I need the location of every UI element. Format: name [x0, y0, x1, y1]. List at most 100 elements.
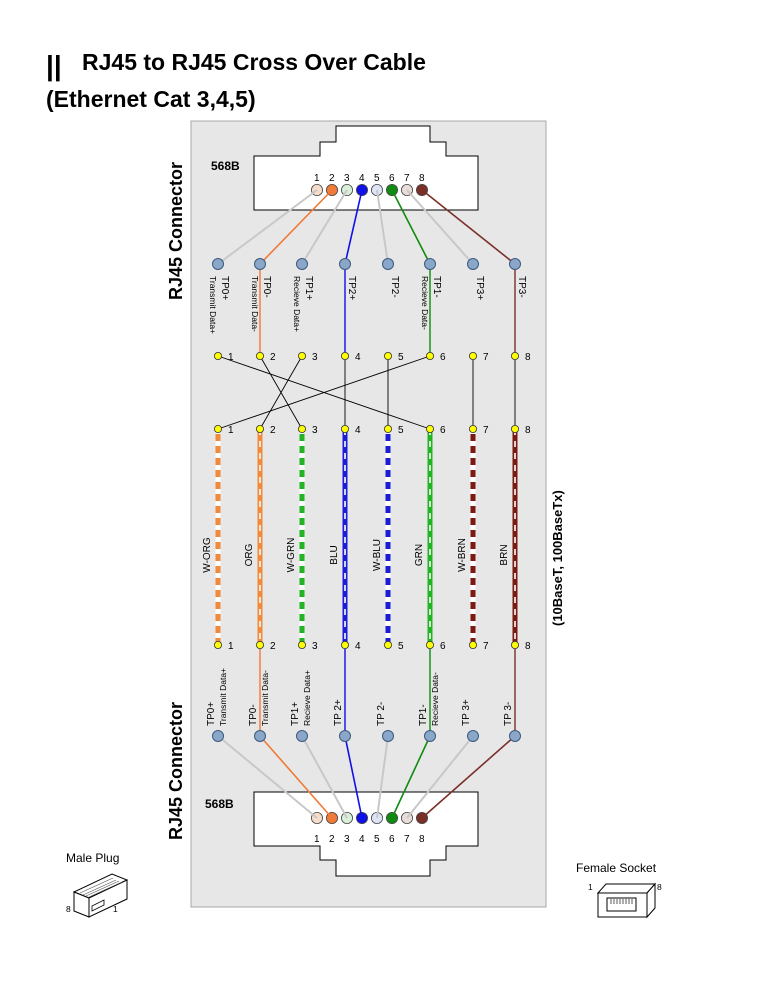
bottom-fan-wire: [406, 735, 474, 819]
pin-junction-dot: [213, 641, 222, 650]
connector-pin-number: 8: [419, 173, 425, 184]
bottom-signal-terminal: [382, 730, 394, 742]
pin-junction-dot: [468, 351, 477, 360]
top-signal-terminal: [382, 258, 394, 270]
page-title: RJ45 to RJ45 Cross Over Cable: [82, 49, 426, 75]
female-socket-icon: [596, 882, 657, 919]
pin-number: 7: [483, 425, 489, 436]
connector-pin-number: 5: [374, 173, 380, 184]
top-signal-name: TP3+: [474, 276, 485, 300]
page-subtitle: (Ethernet Cat 3,4,5): [46, 86, 256, 112]
pin-number: 4: [355, 425, 361, 436]
top-fan-wire: [421, 189, 516, 265]
bottom-signal-name: TP1+: [290, 702, 301, 726]
bottom-signal-name: TP 2-: [376, 702, 387, 726]
pin-number: 1: [228, 352, 234, 363]
male-plug-icon: [72, 873, 129, 918]
bottom-signal-terminal: [467, 730, 479, 742]
top-signal-terminal: [509, 258, 521, 270]
wire-color-label: BLU: [329, 545, 340, 564]
pin-junction-dot: [297, 351, 306, 360]
pin-junction-dot: [468, 641, 477, 650]
pin-number: 4: [355, 641, 361, 652]
title-icon: ||: [46, 50, 62, 81]
pin-number: 5: [398, 641, 404, 652]
pin-junction-dot: [340, 351, 349, 360]
top-fan-wire: [391, 189, 431, 265]
top-connector-label: RJ45 Connector: [166, 162, 186, 300]
pin-number: 6: [440, 352, 446, 363]
bottom-signal-terminal: [339, 730, 351, 742]
top-signal-name: TP0-: [261, 276, 272, 298]
pin-number: 8: [525, 425, 531, 436]
pin-number: 2: [270, 352, 276, 363]
bottom-signal-name: TP 3+: [461, 699, 472, 726]
connector-pin-number: 4: [359, 834, 365, 845]
female-socket-label: Female Socket: [576, 861, 657, 875]
pin-number: 8: [525, 352, 531, 363]
top-signal-name: TP1+: [303, 276, 314, 300]
pin-number: 5: [398, 425, 404, 436]
top-signal-description: Transmit Data+: [208, 276, 218, 334]
bottom-signal-name: TP0-: [248, 704, 259, 726]
top-connector-standard: 568B: [211, 159, 240, 173]
top-signal-terminal: [467, 258, 479, 270]
male-plug-label: Male Plug: [66, 851, 119, 865]
pin-junction-dot: [510, 641, 519, 650]
connector-pin-number: 5: [374, 834, 380, 845]
connector-pin-number: 6: [389, 173, 395, 184]
bottom-signal-terminal: [254, 730, 266, 742]
top-signal-terminal: [254, 258, 266, 270]
top-signal-name: TP2-: [389, 276, 400, 298]
top-fan-wire: [217, 189, 318, 265]
connector-pin-number: 1: [314, 173, 320, 184]
nodes-layer: [212, 258, 521, 742]
connector-pin-number: 2: [329, 834, 335, 845]
pin-number: 6: [440, 641, 446, 652]
male-plug-pin-left: 8: [66, 904, 71, 914]
connector-pin-number: 8: [419, 834, 425, 845]
pin-junction-dot: [425, 351, 434, 360]
top-signal-description: Recieve Data+: [292, 276, 302, 332]
wires-layer: [215, 189, 518, 819]
pin-number: 1: [228, 425, 234, 436]
bottom-signal-name: TP1-: [418, 704, 429, 726]
top-signal-name: TP2+: [346, 276, 357, 300]
wire-color-label: ORG: [244, 543, 255, 566]
connector-pin-number: 3: [344, 173, 350, 184]
top-fan-wire: [301, 189, 348, 265]
connector-pin-number: 7: [404, 834, 410, 845]
wire-color-label: GRN: [414, 544, 425, 566]
wire-color-label: W-BRN: [457, 538, 468, 572]
pin-junction-dot: [510, 424, 519, 433]
top-fan-wire: [344, 189, 363, 265]
pin-number: 7: [483, 641, 489, 652]
connector-pin-number: 4: [359, 173, 365, 184]
pin-junction-dot: [425, 641, 434, 650]
pin-junction-dot: [383, 351, 392, 360]
bottom-fan-wire: [421, 735, 516, 819]
top-signal-terminal: [339, 258, 351, 270]
bottom-connector-label: RJ45 Connector: [166, 702, 186, 840]
pin-junction-dot: [213, 424, 222, 433]
bottom-signal-terminal: [424, 730, 436, 742]
bottom-fan-wire: [391, 735, 431, 819]
bottom-fan-wire: [259, 735, 333, 819]
top-fan-wire: [376, 189, 389, 265]
pin-junction-dot: [297, 424, 306, 433]
male-plug-pin-right: 1: [113, 904, 118, 914]
female-socket-pin-left: 1: [588, 882, 593, 892]
bottom-fan-wire: [376, 735, 389, 819]
pin-junction-dot: [383, 424, 392, 433]
bottom-signal-name: TP 3-: [503, 702, 514, 726]
pin-number: 5: [398, 352, 404, 363]
bottom-signal-name: TP 2+: [333, 699, 344, 726]
pin-junction-dot: [297, 641, 306, 650]
bottom-signal-terminal: [509, 730, 521, 742]
pin-junction-dot: [383, 641, 392, 650]
bottom-signal-description: Transmit Data+: [218, 668, 228, 726]
pin-number: 1: [228, 641, 234, 652]
bottom-connector-standard: 568B: [205, 797, 234, 811]
pin-number: 3: [312, 425, 318, 436]
connector-pin-number: 1: [314, 834, 320, 845]
